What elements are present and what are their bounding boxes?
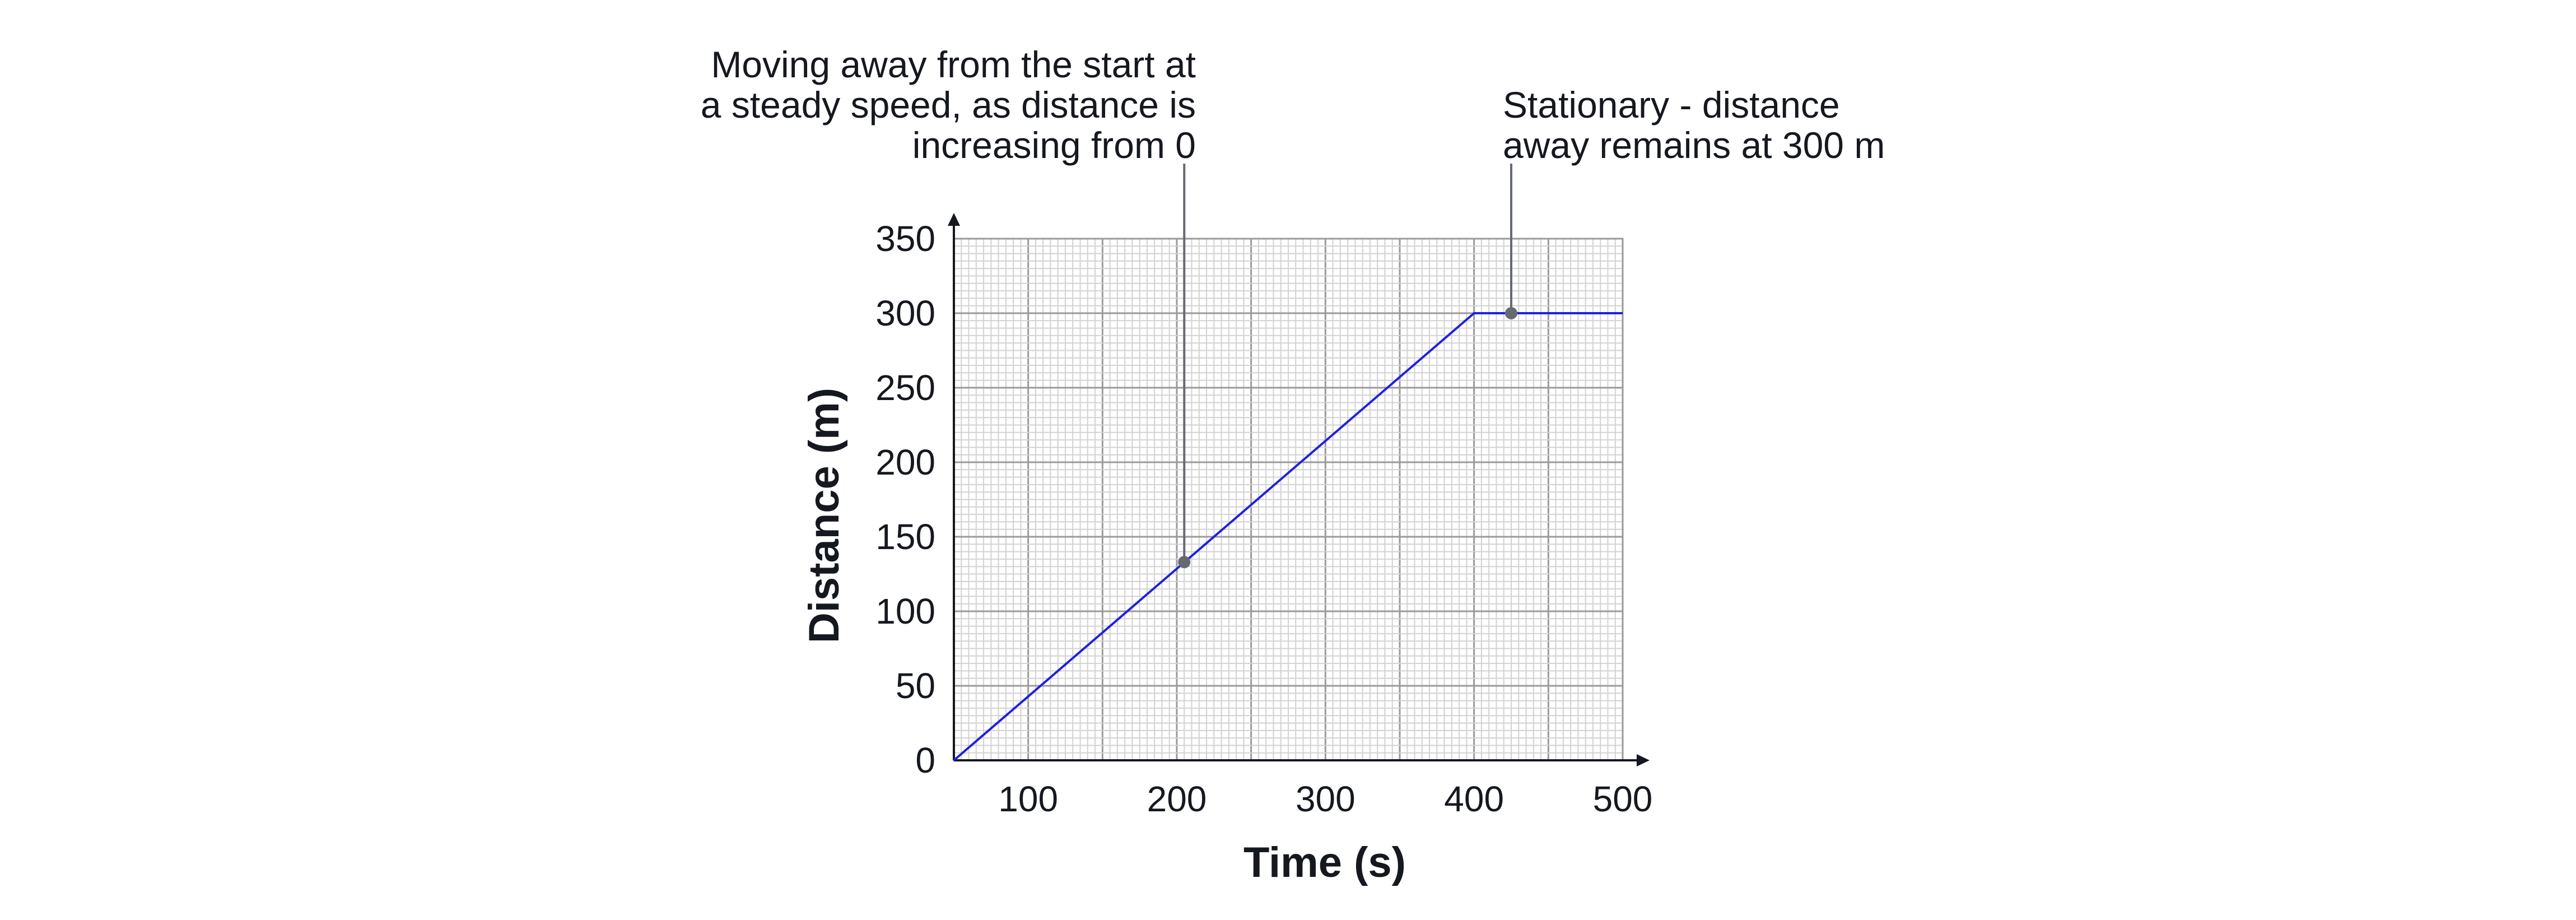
annotation-text: Moving away from the start at <box>711 44 1196 85</box>
y-axis-title: Distance (m) <box>800 388 848 643</box>
axes <box>948 213 1650 766</box>
annotations: Moving away from the start ata steady sp… <box>701 44 1885 569</box>
annotation-text: increasing from 0 <box>912 124 1196 166</box>
x-tick-label: 500 <box>1593 779 1653 819</box>
x-tick-label: 300 <box>1296 779 1355 819</box>
y-tick-label: 300 <box>875 293 935 333</box>
annotation-point <box>1505 307 1517 319</box>
annotation-text: a steady speed, as distance is <box>701 84 1196 126</box>
x-axis-arrow <box>1637 754 1650 766</box>
x-axis-title: Time (s) <box>1243 839 1406 886</box>
annotation-text: away remains at 300 m <box>1503 124 1885 166</box>
x-tick-label: 100 <box>998 779 1058 819</box>
y-tick-label: 0 <box>915 740 935 780</box>
y-tick-label: 200 <box>875 442 935 482</box>
y-tick-label: 100 <box>875 591 935 631</box>
grid <box>953 238 1624 761</box>
tick-labels: 100 200 300 400 500 0 50 100 150 200 250 300 350 <box>875 219 1652 819</box>
series-line <box>953 312 1623 761</box>
x-tick-label: 200 <box>1147 779 1207 819</box>
annotation-point <box>1178 556 1191 569</box>
y-tick-label: 50 <box>896 666 935 706</box>
y-tick-label: 350 <box>875 219 935 259</box>
series-layer <box>953 312 1623 761</box>
x-tick-label: 400 <box>1444 779 1504 819</box>
y-axis-arrow <box>948 213 960 226</box>
y-tick-label: 150 <box>875 517 935 557</box>
y-tick-label: 250 <box>875 368 935 408</box>
annotation-text: Stationary - distance <box>1503 84 1840 126</box>
